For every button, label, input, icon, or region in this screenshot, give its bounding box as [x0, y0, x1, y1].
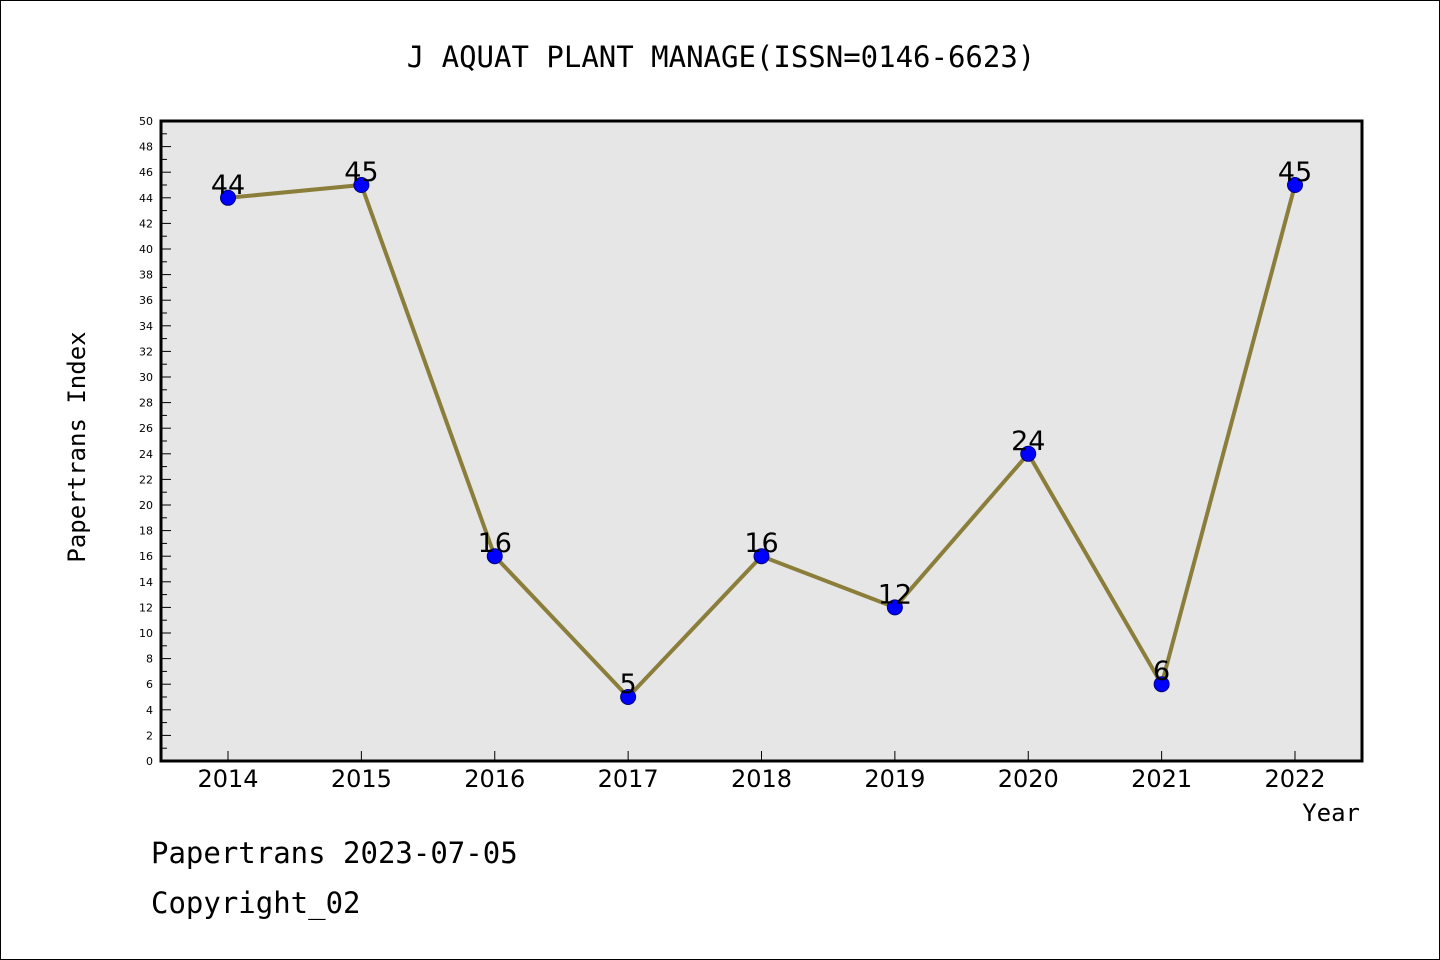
x-tick-label: 2015 — [331, 765, 392, 793]
y-tick-label: 36 — [139, 294, 153, 307]
data-label: 12 — [878, 579, 912, 610]
y-tick-label: 50 — [139, 115, 153, 128]
x-tick-label: 2018 — [731, 765, 792, 793]
x-tick-label: 2014 — [197, 765, 258, 793]
chart-title: J AQUAT PLANT MANAGE(ISSN=0146-6623) — [407, 40, 1036, 74]
plot-area — [161, 121, 1362, 761]
y-tick-label: 6 — [146, 678, 153, 691]
x-tick-label: 2021 — [1131, 765, 1192, 793]
x-tick-label: 2017 — [598, 765, 659, 793]
y-tick-label: 10 — [139, 627, 153, 640]
y-tick-label: 46 — [139, 166, 153, 179]
y-tick-label: 42 — [139, 217, 153, 230]
y-tick-label: 14 — [139, 576, 153, 589]
data-point — [1287, 177, 1303, 193]
data-label: 45 — [344, 157, 378, 188]
x-axis: 2014 2015 2016 2017 2018 2019 2020 2021 2022 — [197, 751, 1326, 793]
y-tick-label: 32 — [139, 345, 153, 358]
data-label: 5 — [620, 669, 637, 700]
y-tick-label: 12 — [139, 601, 153, 614]
data-label: 6 — [1153, 656, 1170, 687]
data-point — [486, 548, 503, 565]
data-label: 16 — [744, 528, 778, 559]
data-label: 44 — [211, 170, 245, 201]
data-markers — [220, 177, 1303, 705]
y-tick-label: 16 — [139, 550, 153, 563]
x-tick-label: 2022 — [1264, 765, 1325, 793]
x-tick-label: 2020 — [998, 765, 1059, 793]
plot-frame — [159, 119, 1364, 763]
x-tick-label: 2016 — [464, 765, 525, 793]
y-tick-label: 4 — [146, 704, 153, 717]
footer-date: Papertrans 2023-07-05 — [151, 836, 518, 870]
data-label: 45 — [1278, 157, 1312, 188]
y-tick-label: 26 — [139, 422, 153, 435]
y-tick-label: 48 — [139, 141, 153, 154]
data-label: 16 — [478, 528, 512, 559]
y-tick-label: 30 — [139, 371, 153, 384]
y-tick-label: 20 — [139, 499, 153, 512]
y-axis: 0246810121416182022242628303234363840424… — [139, 115, 171, 768]
data-point — [1153, 676, 1170, 693]
y-tick-label: 34 — [139, 320, 153, 333]
data-point — [620, 689, 637, 705]
x-tick-label: 2019 — [864, 765, 925, 793]
data-point — [753, 548, 770, 565]
y-tick-label: 0 — [146, 755, 153, 768]
y-tick-label: 24 — [139, 448, 153, 461]
data-point — [886, 599, 903, 616]
y-tick-label: 18 — [139, 525, 153, 538]
y-axis-label: Papertrans Index — [63, 331, 91, 562]
y-tick-label: 2 — [146, 729, 153, 742]
data-labels: 44 45 16 5 16 12 24 6 45 — [211, 157, 1312, 700]
footer-copyright: Copyright_02 — [151, 886, 361, 920]
data-point — [353, 177, 370, 193]
y-tick-label: 8 — [146, 653, 153, 666]
y-tick-label: 38 — [139, 269, 153, 282]
y-tick-label: 44 — [139, 192, 153, 205]
data-point — [1020, 445, 1037, 462]
y-tick-label: 28 — [139, 397, 153, 410]
y-tick-label: 40 — [139, 243, 153, 256]
data-label: 24 — [1011, 426, 1045, 457]
data-point — [220, 189, 236, 206]
x-axis-label: Year — [1302, 799, 1360, 827]
y-tick-label: 22 — [139, 473, 153, 486]
